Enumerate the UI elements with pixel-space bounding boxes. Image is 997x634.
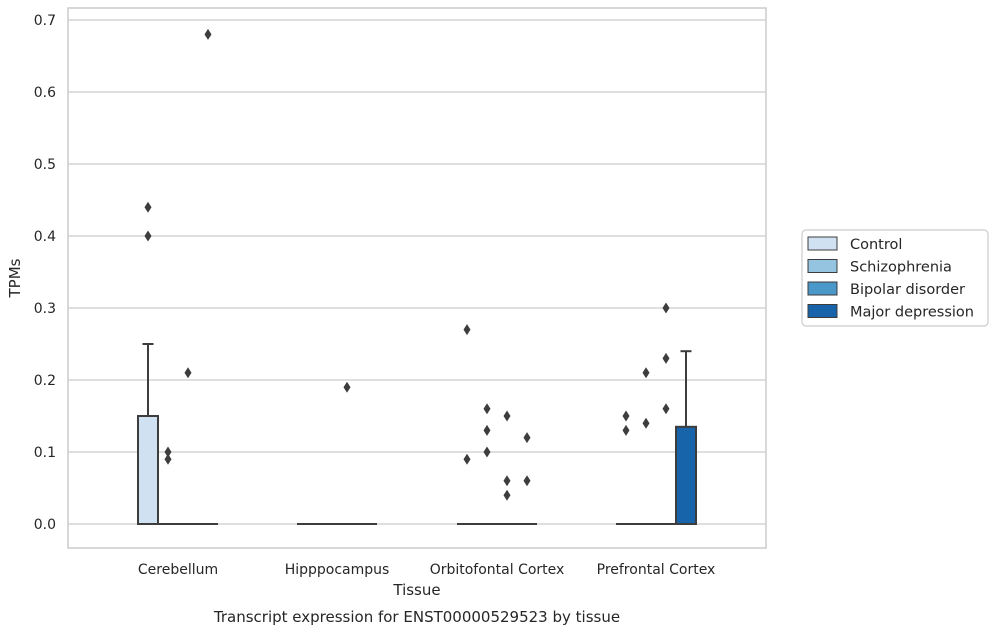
- plot-marks: [137, 28, 697, 525]
- box-bipolar-disorder: [337, 381, 357, 525]
- legend-label: Major depression: [850, 305, 974, 321]
- legend-swatch: [807, 236, 838, 251]
- legend-swatch: [807, 304, 838, 318]
- legend-frame: [801, 229, 989, 327]
- outlier-point: [483, 424, 491, 436]
- x-tick-label: Orbitofontal Cortex: [430, 562, 565, 578]
- x-tick-label: Prefrontal Cortex: [597, 562, 716, 578]
- y-axis-label: TPMs: [6, 258, 24, 298]
- legend-swatch: [807, 281, 838, 296]
- box-schizophrenia: [477, 403, 497, 525]
- outlier-point: [662, 302, 670, 314]
- outlier-point: [642, 417, 650, 429]
- outlier-point: [622, 410, 630, 422]
- y-tick-label: 0.7: [34, 13, 56, 29]
- box-schizophrenia: [158, 446, 178, 525]
- y-tick-label: 0.4: [34, 229, 56, 245]
- box-control: [137, 201, 159, 525]
- legend-label: Schizophrenia: [850, 260, 952, 276]
- x-axis-label: Tissue: [392, 581, 440, 599]
- axes-frame: [67, 7, 767, 549]
- box-major-depression: [198, 28, 218, 525]
- outlier-point: [523, 475, 531, 487]
- box: [675, 425, 697, 525]
- y-tick-label: 0.2: [34, 373, 56, 389]
- outlier-point: [483, 403, 491, 415]
- box-bipolar-disorder: [497, 410, 517, 525]
- x-tick-label: Hipppocampus: [285, 562, 390, 578]
- outlier-point: [463, 453, 471, 465]
- legend-swatch: [807, 259, 838, 273]
- outlier-point: [164, 453, 172, 465]
- outlier-point: [144, 201, 152, 213]
- outlier-point: [503, 489, 511, 501]
- outlier-point: [503, 475, 511, 487]
- outlier-point: [483, 446, 491, 458]
- box-bipolar-disorder: [656, 302, 676, 525]
- y-tick-label: 0.5: [34, 157, 56, 173]
- outlier-point: [204, 28, 212, 40]
- y-tick-label: 0.3: [34, 301, 56, 317]
- legend: Control Schizophrenia Bipolar disorder Majo…: [801, 229, 989, 327]
- chart-caption: Transcript expression for ENST0000052952…: [213, 608, 620, 626]
- box-major-depression: [517, 432, 537, 525]
- outlier-point: [144, 230, 152, 242]
- outlier-point: [662, 352, 670, 364]
- box-schizophrenia: [636, 367, 656, 525]
- outlier-point: [343, 381, 351, 393]
- outlier-point: [622, 424, 630, 436]
- box-control: [616, 410, 636, 525]
- outlier-point: [523, 432, 531, 444]
- y-tick-label: 0.1: [34, 445, 56, 461]
- outlier-point: [184, 367, 192, 379]
- outlier-point: [662, 403, 670, 415]
- box-bipolar-disorder: [178, 367, 198, 525]
- outlier-point: [463, 324, 471, 336]
- box-control: [457, 324, 477, 525]
- box-major-depression: [675, 350, 697, 525]
- outlier-point: [164, 446, 172, 458]
- outlier-point: [503, 410, 511, 422]
- legend-label: Control: [850, 237, 902, 253]
- y-axis-ticks: 0.0 0.1 0.2 0.3 0.4 0.5 0.6 0.7: [34, 13, 56, 533]
- x-tick-label: Cerebellum: [138, 562, 218, 578]
- x-axis-ticks: Cerebellum Hipppocampus Orbitofontal Corte…: [138, 562, 715, 578]
- grid-lines: [68, 19, 766, 525]
- outlier-point: [642, 367, 650, 379]
- box: [137, 415, 159, 525]
- y-tick-label: 0.0: [34, 517, 56, 533]
- legend-label: Bipolar disorder: [850, 282, 965, 298]
- y-tick-label: 0.6: [34, 85, 56, 101]
